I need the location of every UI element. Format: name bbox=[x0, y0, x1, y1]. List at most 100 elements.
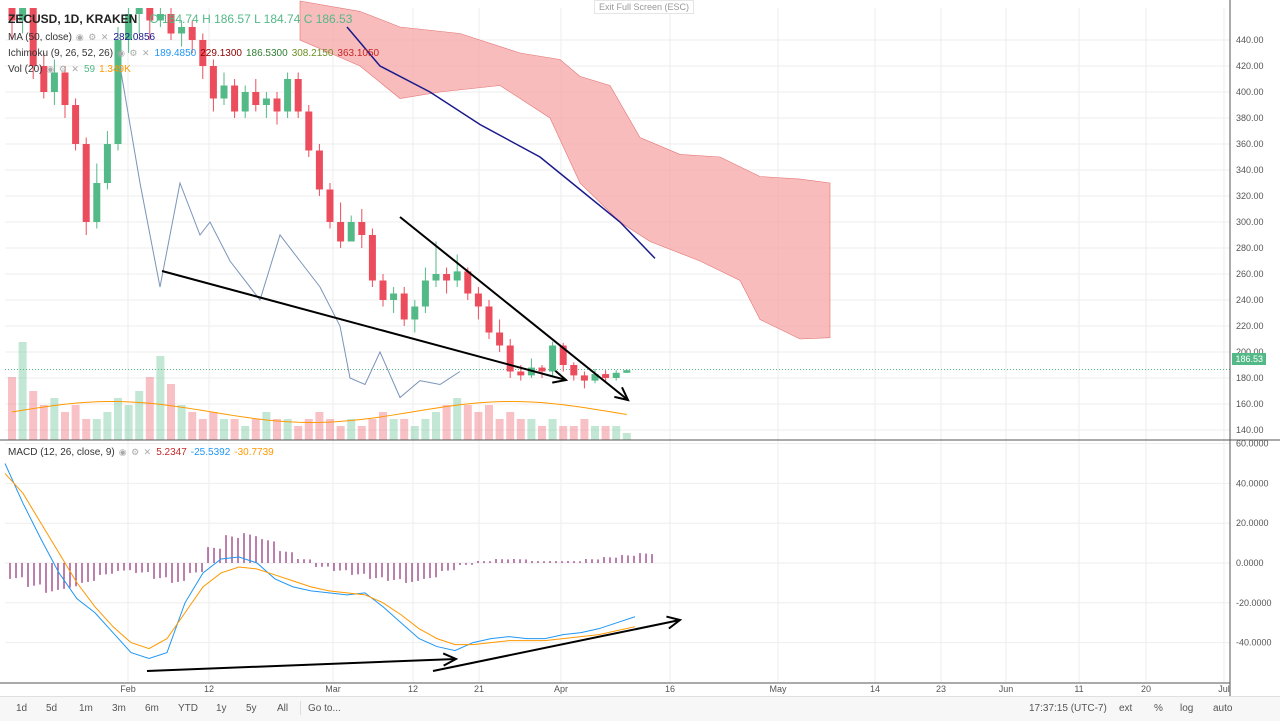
price-tick-label: 160.00 bbox=[1236, 399, 1264, 409]
ichimoku-value-1: 189.4850 bbox=[154, 48, 197, 59]
time-tick-label: 20 bbox=[1141, 684, 1151, 694]
volume-bar bbox=[8, 377, 16, 440]
candle-body bbox=[273, 98, 281, 112]
volume-bar bbox=[188, 412, 197, 440]
clock-display: 17:37:15 (UTC-7) bbox=[1029, 703, 1107, 714]
toolbar-separator bbox=[300, 701, 301, 715]
candle-body bbox=[188, 27, 196, 40]
candle-body bbox=[602, 374, 610, 378]
range-1m[interactable]: 1m bbox=[79, 703, 93, 714]
macd-label: MACD (12, 26, close, 9) bbox=[8, 447, 115, 458]
candle-body bbox=[209, 66, 217, 99]
volume-bar bbox=[92, 419, 101, 440]
macd-tick-label: 60.0000 bbox=[1236, 439, 1269, 449]
exit-fullscreen-button[interactable]: Exit Full Screen (ESC) bbox=[594, 0, 695, 14]
goto-button[interactable]: Go to... bbox=[308, 703, 341, 714]
volume-ma-line bbox=[11, 401, 627, 423]
candle-body bbox=[167, 14, 175, 34]
ichimoku-legend[interactable]: Ichimoku (9, 26, 52, 26) ◉ ⚙ ✕ 189.4850 … bbox=[8, 48, 379, 59]
candle-body bbox=[358, 222, 366, 235]
macd-buttons[interactable]: ◉ ⚙ ✕ bbox=[118, 447, 153, 457]
candle-body bbox=[220, 85, 228, 99]
candle-body bbox=[262, 98, 270, 105]
candle-body bbox=[485, 306, 493, 333]
candle-body bbox=[347, 222, 355, 242]
candle-body bbox=[549, 345, 557, 372]
vol-buttons[interactable]: ◉ ⚙ ✕ bbox=[46, 64, 80, 74]
macd-tick-label: 0.0000 bbox=[1236, 558, 1264, 568]
volume-bar bbox=[82, 419, 91, 440]
log-toggle[interactable]: log bbox=[1180, 703, 1194, 714]
volume-bar bbox=[39, 405, 48, 440]
macd-value-2: -25.5392 bbox=[190, 447, 231, 458]
ma-label: MA (50, close) bbox=[8, 32, 72, 43]
price-tick-label: 240.00 bbox=[1236, 295, 1264, 305]
volume-bar bbox=[241, 426, 250, 440]
candle-body bbox=[305, 111, 313, 151]
trend-arrow-lagging-head bbox=[552, 370, 569, 384]
volume-bar bbox=[347, 419, 356, 440]
percent-toggle[interactable]: % bbox=[1154, 703, 1163, 714]
time-tick-label: May bbox=[769, 684, 787, 694]
range-all[interactable]: All bbox=[277, 703, 289, 714]
range-ytd[interactable]: YTD bbox=[178, 703, 198, 714]
candle-body bbox=[72, 105, 80, 144]
auto-toggle[interactable]: auto bbox=[1213, 703, 1233, 714]
ma-buttons[interactable]: ◉ ⚙ ✕ bbox=[75, 32, 110, 42]
volume-bar bbox=[527, 419, 536, 440]
time-tick-label: Mar bbox=[325, 684, 341, 694]
range-6m[interactable]: 6m bbox=[145, 703, 159, 714]
volume-bar bbox=[209, 412, 218, 440]
volume-bar bbox=[198, 419, 207, 440]
ichimoku-label: Ichimoku (9, 26, 52, 26) bbox=[8, 48, 114, 59]
candle-body bbox=[464, 271, 472, 294]
volume-bar bbox=[622, 433, 631, 440]
candle-body bbox=[29, 8, 37, 66]
time-tick-label: 11 bbox=[1074, 684, 1083, 694]
trend-arrow-macd-2 bbox=[432, 619, 681, 672]
signal-line bbox=[4, 473, 636, 650]
ichimoku-buttons[interactable]: ◉ ⚙ ✕ bbox=[117, 48, 151, 58]
candle-body bbox=[580, 375, 588, 381]
candle-body bbox=[379, 280, 387, 300]
range-1y[interactable]: 1y bbox=[216, 703, 227, 714]
candle-body bbox=[40, 66, 48, 92]
candle-body bbox=[623, 370, 631, 373]
candle-body bbox=[82, 144, 90, 222]
candle-body bbox=[241, 92, 249, 112]
ichimoku-value-2: 229.1300 bbox=[200, 48, 242, 59]
ma-legend[interactable]: MA (50, close) ◉ ⚙ ✕ 282.0856 bbox=[8, 32, 155, 43]
candle-body bbox=[443, 274, 451, 281]
ext-toggle[interactable]: ext bbox=[1119, 703, 1133, 714]
range-5d[interactable]: 5d bbox=[46, 703, 58, 714]
volume-bar bbox=[294, 426, 303, 440]
price-tick-label: 280.00 bbox=[1236, 243, 1264, 253]
candle-body bbox=[125, 14, 133, 40]
volume-bar bbox=[50, 398, 59, 440]
price-tick-label: 220.00 bbox=[1236, 321, 1264, 331]
range-1d[interactable]: 1d bbox=[16, 703, 28, 714]
volume-bar bbox=[177, 405, 186, 440]
volume-bar bbox=[601, 426, 610, 440]
macd-legend[interactable]: MACD (12, 26, close, 9) ◉ ⚙ ✕ 5.2347 -25… bbox=[8, 447, 274, 458]
indicator-lines bbox=[119, 26, 656, 399]
time-tick-label: 21 bbox=[474, 684, 484, 694]
range-3m[interactable]: 3m bbox=[112, 703, 126, 714]
symbol-title[interactable]: ZECUSD, 1D, KRAKEN bbox=[8, 12, 138, 26]
volume-bar bbox=[432, 412, 440, 440]
trend-arrow-macd-1 bbox=[146, 658, 457, 672]
candle-body bbox=[61, 72, 69, 105]
vol-legend[interactable]: Vol (20) ◉ ⚙ ✕ 59 1.349K bbox=[8, 64, 131, 75]
time-tick-label: 23 bbox=[936, 684, 946, 694]
volume-bar bbox=[124, 405, 133, 440]
time-tick-label: 14 bbox=[870, 684, 880, 694]
range-5y[interactable]: 5y bbox=[246, 703, 257, 714]
candle-body bbox=[135, 8, 143, 14]
volume-bar bbox=[315, 412, 324, 440]
price-tick-label: 340.00 bbox=[1236, 165, 1264, 175]
vol-label: Vol (20) bbox=[8, 64, 43, 75]
time-tick-label: 16 bbox=[665, 684, 675, 694]
trend-arrow-price bbox=[399, 216, 629, 401]
price-tick-label: 180.00 bbox=[1236, 373, 1264, 383]
